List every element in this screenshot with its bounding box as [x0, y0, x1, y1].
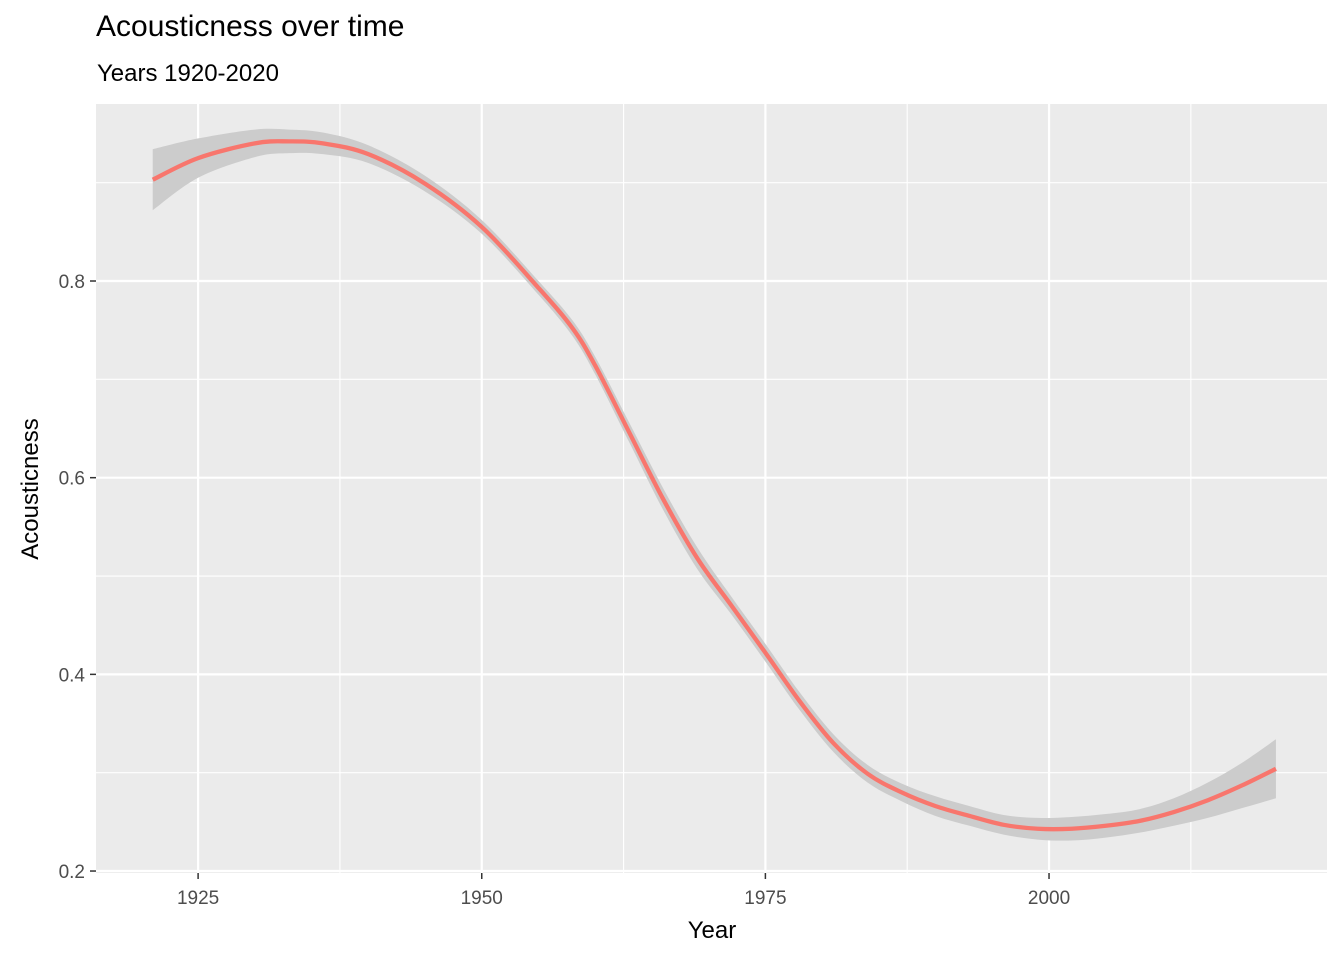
y-axis: 0.2 0.4 0.6 0.8	[59, 272, 96, 883]
x-tick-label: 2000	[1028, 888, 1070, 909]
plot-panel	[96, 104, 1327, 873]
chart-title: Acousticness over time	[96, 10, 405, 43]
x-axis: 1925 1950 1975 2000	[177, 873, 1070, 909]
x-tick-label: 1925	[177, 888, 219, 909]
y-tick-label: 0.4	[59, 665, 86, 686]
y-tick-label: 0.8	[59, 272, 85, 293]
minor-grid	[96, 104, 1327, 873]
x-axis-title: Year	[688, 917, 737, 944]
y-tick-label: 0.2	[59, 862, 85, 883]
series-line-smooth	[151, 139, 1277, 832]
major-grid	[96, 104, 1327, 873]
y-tick-label: 0.6	[59, 469, 85, 490]
x-tick-label: 1975	[744, 888, 786, 909]
series-line-layer	[151, 139, 1277, 832]
y-axis-title: Acousticness	[17, 418, 44, 559]
chart-subtitle: Years 1920-2020	[97, 60, 279, 87]
x-tick-label: 1950	[461, 888, 503, 909]
